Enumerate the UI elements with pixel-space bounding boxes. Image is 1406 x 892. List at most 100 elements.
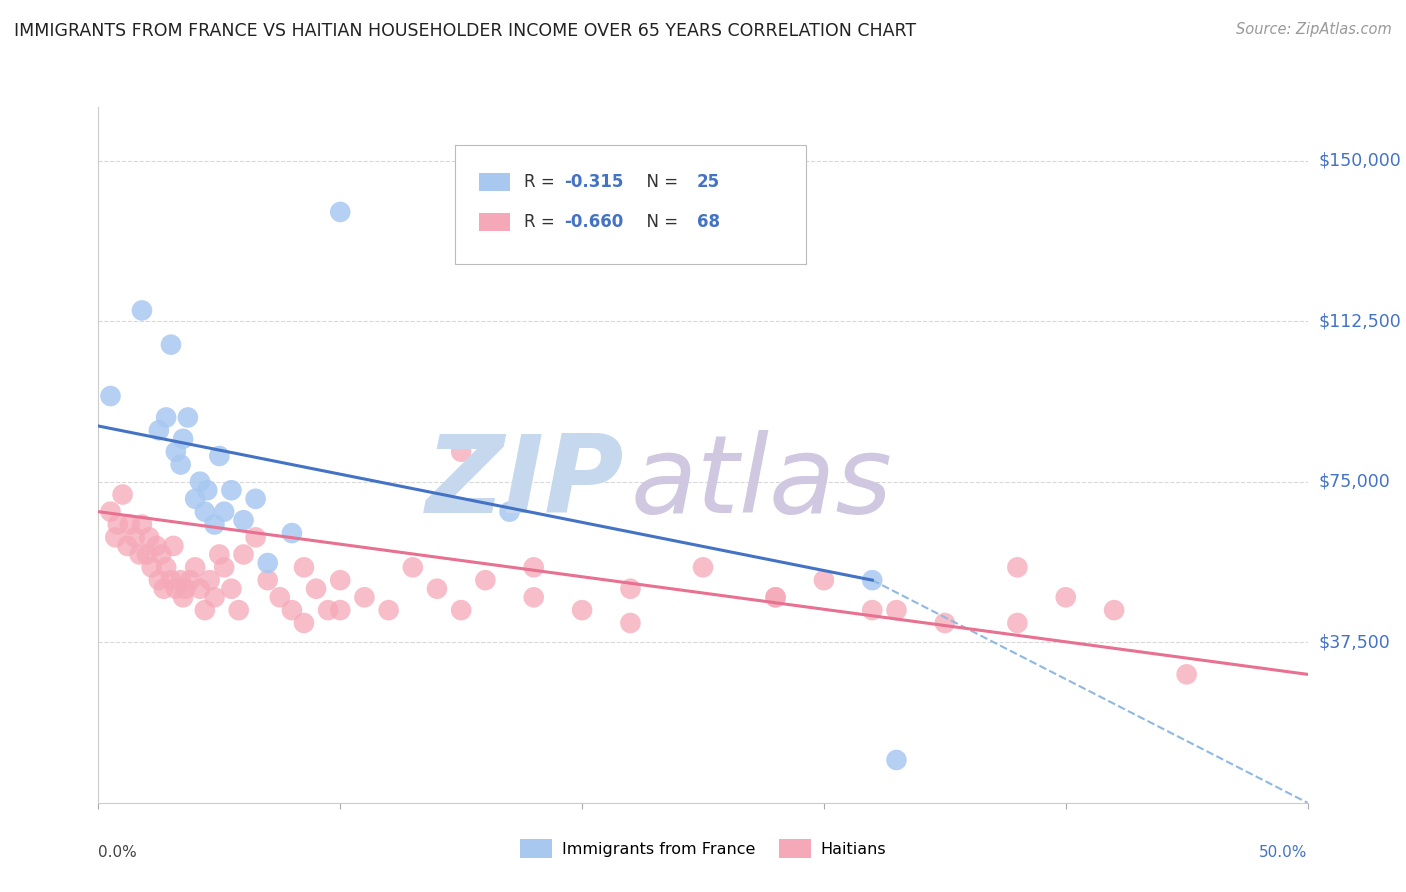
Point: [619, 582, 641, 596]
Point: [188, 582, 211, 596]
Point: [160, 337, 183, 351]
Point: [208, 548, 231, 562]
Point: [498, 505, 520, 519]
Point: [131, 303, 153, 318]
Point: [184, 491, 207, 506]
Point: [860, 603, 883, 617]
Point: [245, 530, 267, 544]
FancyBboxPatch shape: [479, 213, 509, 230]
Text: -0.315: -0.315: [564, 173, 623, 191]
Point: [329, 573, 352, 587]
Point: [281, 603, 304, 617]
Text: IMMIGRANTS FROM FRANCE VS HAITIAN HOUSEHOLDER INCOME OVER 65 YEARS CORRELATION C: IMMIGRANTS FROM FRANCE VS HAITIAN HOUSEH…: [14, 22, 917, 40]
Point: [571, 603, 593, 617]
Point: [195, 483, 218, 498]
Point: [184, 560, 207, 574]
Point: [188, 475, 211, 489]
Text: $75,000: $75,000: [1319, 473, 1391, 491]
Text: R =: R =: [524, 213, 560, 231]
Point: [124, 530, 146, 544]
Point: [174, 582, 197, 596]
Point: [619, 615, 641, 630]
Point: [886, 753, 908, 767]
Point: [155, 410, 177, 425]
Point: [316, 603, 339, 617]
Point: [329, 603, 352, 617]
Text: 25: 25: [697, 173, 720, 191]
Point: [148, 423, 170, 437]
Point: [104, 530, 127, 544]
Point: [212, 505, 235, 519]
Point: [194, 505, 217, 519]
Point: [692, 560, 714, 574]
Point: [232, 513, 254, 527]
Point: [169, 573, 191, 587]
Point: [305, 582, 328, 596]
Point: [100, 389, 122, 403]
Point: [150, 548, 173, 562]
Point: [450, 444, 472, 458]
Point: [179, 573, 201, 587]
Text: R =: R =: [524, 173, 560, 191]
Point: [172, 432, 194, 446]
Point: [165, 582, 187, 596]
Text: $37,500: $37,500: [1319, 633, 1391, 651]
Point: [860, 573, 883, 587]
Point: [256, 556, 278, 570]
Point: [281, 526, 304, 541]
Point: [934, 615, 956, 630]
Point: [212, 560, 235, 574]
Text: Source: ZipAtlas.com: Source: ZipAtlas.com: [1236, 22, 1392, 37]
Point: [165, 444, 187, 458]
Point: [107, 517, 129, 532]
Point: [523, 591, 546, 605]
Point: [100, 505, 122, 519]
Point: [232, 548, 254, 562]
Point: [118, 517, 141, 532]
Point: [353, 591, 375, 605]
Text: N =: N =: [637, 173, 683, 191]
Point: [228, 603, 250, 617]
Text: $150,000: $150,000: [1319, 152, 1402, 169]
Point: [198, 573, 221, 587]
Text: ZIP: ZIP: [426, 430, 624, 536]
Point: [474, 573, 496, 587]
Legend: Immigrants from France, Haitians: Immigrants from France, Haitians: [513, 832, 893, 864]
Point: [208, 449, 231, 463]
Point: [292, 615, 315, 630]
Text: -0.660: -0.660: [564, 213, 623, 231]
Point: [426, 582, 449, 596]
Text: 50.0%: 50.0%: [1260, 845, 1308, 860]
Point: [128, 548, 150, 562]
Point: [221, 483, 243, 498]
Point: [204, 591, 226, 605]
Point: [292, 560, 315, 574]
Point: [256, 573, 278, 587]
Point: [169, 458, 191, 472]
Point: [111, 487, 134, 501]
Point: [245, 491, 267, 506]
Point: [377, 603, 399, 617]
Point: [523, 560, 546, 574]
Point: [177, 410, 200, 425]
Point: [148, 573, 170, 587]
Point: [1102, 603, 1125, 617]
Point: [204, 517, 226, 532]
Point: [269, 591, 291, 605]
Point: [1007, 560, 1029, 574]
Point: [450, 603, 472, 617]
Point: [138, 530, 160, 544]
Text: N =: N =: [637, 213, 683, 231]
Point: [131, 517, 153, 532]
Point: [765, 591, 787, 605]
Point: [886, 603, 908, 617]
Point: [1054, 591, 1077, 605]
Text: 68: 68: [697, 213, 720, 231]
Point: [160, 573, 183, 587]
Point: [1175, 667, 1198, 681]
Point: [135, 548, 157, 562]
Text: $112,500: $112,500: [1319, 312, 1402, 330]
Point: [765, 591, 787, 605]
Point: [221, 582, 243, 596]
Point: [162, 539, 184, 553]
